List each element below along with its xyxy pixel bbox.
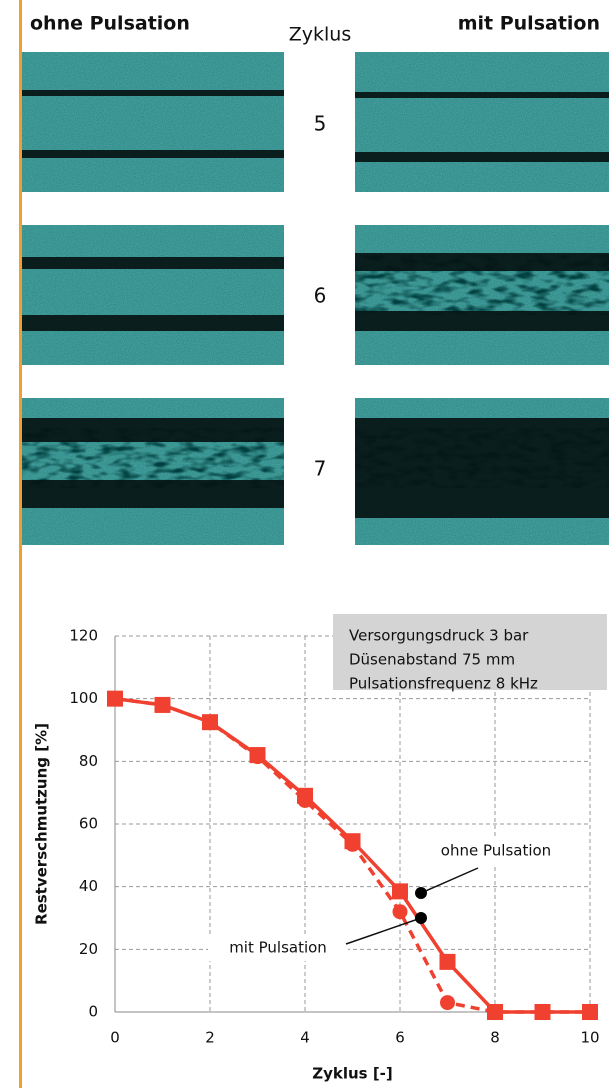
annotation: ohne Pulsation xyxy=(441,842,551,860)
dark-band xyxy=(22,315,284,331)
x-tick-label: 4 xyxy=(300,1029,310,1047)
marker xyxy=(534,1004,551,1020)
dark-band xyxy=(355,418,609,518)
annotation-bg xyxy=(208,935,348,961)
dark-band xyxy=(355,92,609,98)
y-tick-label: 100 xyxy=(69,689,98,707)
dark-band xyxy=(355,311,609,331)
marker xyxy=(487,1004,503,1020)
dark-band xyxy=(22,418,284,442)
leader-dot xyxy=(415,912,427,924)
y-tick-label: 120 xyxy=(69,627,98,645)
info-text: Pulsationsfrequenz 8 kHz xyxy=(349,675,538,693)
marker xyxy=(582,1004,598,1020)
marker xyxy=(344,833,361,850)
micrograph-noise xyxy=(355,52,609,192)
leader-line xyxy=(420,867,479,894)
marker xyxy=(440,995,455,1011)
dark-band xyxy=(22,257,284,269)
marker xyxy=(202,714,218,731)
marker xyxy=(439,953,456,970)
x-tick-label: 0 xyxy=(110,1029,120,1047)
micrograph xyxy=(355,398,609,545)
annotation: mit Pulsation xyxy=(229,939,327,957)
dark-band xyxy=(355,152,609,162)
y-tick-label: 60 xyxy=(79,815,98,833)
dark-band xyxy=(22,90,284,96)
annotation-bg xyxy=(418,838,574,864)
x-tick-label: 10 xyxy=(580,1029,599,1047)
micrograph-noise xyxy=(22,52,284,192)
marker xyxy=(107,690,123,707)
marker xyxy=(392,904,408,920)
micrograph-noise xyxy=(22,225,284,365)
image-panels xyxy=(22,52,609,545)
cycle-label: 7 xyxy=(314,457,327,481)
dark-band xyxy=(22,150,284,158)
side-rule xyxy=(19,0,22,1088)
micrograph xyxy=(22,52,284,192)
y-tick-label: 80 xyxy=(79,752,98,770)
cycle-label: 6 xyxy=(314,284,327,308)
y-tick-label: 40 xyxy=(79,877,98,895)
marker xyxy=(154,696,171,713)
y-tick-label: 0 xyxy=(88,1003,98,1021)
x-tick-label: 6 xyxy=(395,1029,405,1047)
x-axis-title: Zyklus [-] xyxy=(312,1065,393,1083)
dark-band xyxy=(355,253,609,271)
dark-band xyxy=(22,480,284,508)
y-axis-title: Restverschmutzung [%] xyxy=(33,723,51,925)
micrograph xyxy=(22,398,284,545)
leader-line xyxy=(345,917,422,945)
x-tick-label: 8 xyxy=(490,1029,500,1047)
chart: 0 20 40 60 80 100 120 0 2 4 6 8 10 Zyklus [-] Restvers… xyxy=(33,614,607,1083)
micrograph xyxy=(355,52,609,192)
info-box xyxy=(333,614,607,690)
cycle-label: 5 xyxy=(314,112,327,136)
right-header: mit Pulsation xyxy=(458,13,600,35)
marker xyxy=(392,883,408,900)
x-tick-label: 2 xyxy=(205,1029,215,1047)
info-text: Versorgungsdruck 3 bar xyxy=(349,627,529,645)
marker xyxy=(249,747,266,764)
micrograph xyxy=(22,225,284,365)
leader-dot xyxy=(415,887,427,899)
left-header: ohne Pulsation xyxy=(30,13,190,35)
y-tick-label: 20 xyxy=(79,940,98,958)
micrograph xyxy=(355,225,609,365)
marker xyxy=(297,787,313,804)
info-text: Düsenabstand 75 mm xyxy=(349,651,515,669)
center-header: Zyklus xyxy=(289,24,351,46)
